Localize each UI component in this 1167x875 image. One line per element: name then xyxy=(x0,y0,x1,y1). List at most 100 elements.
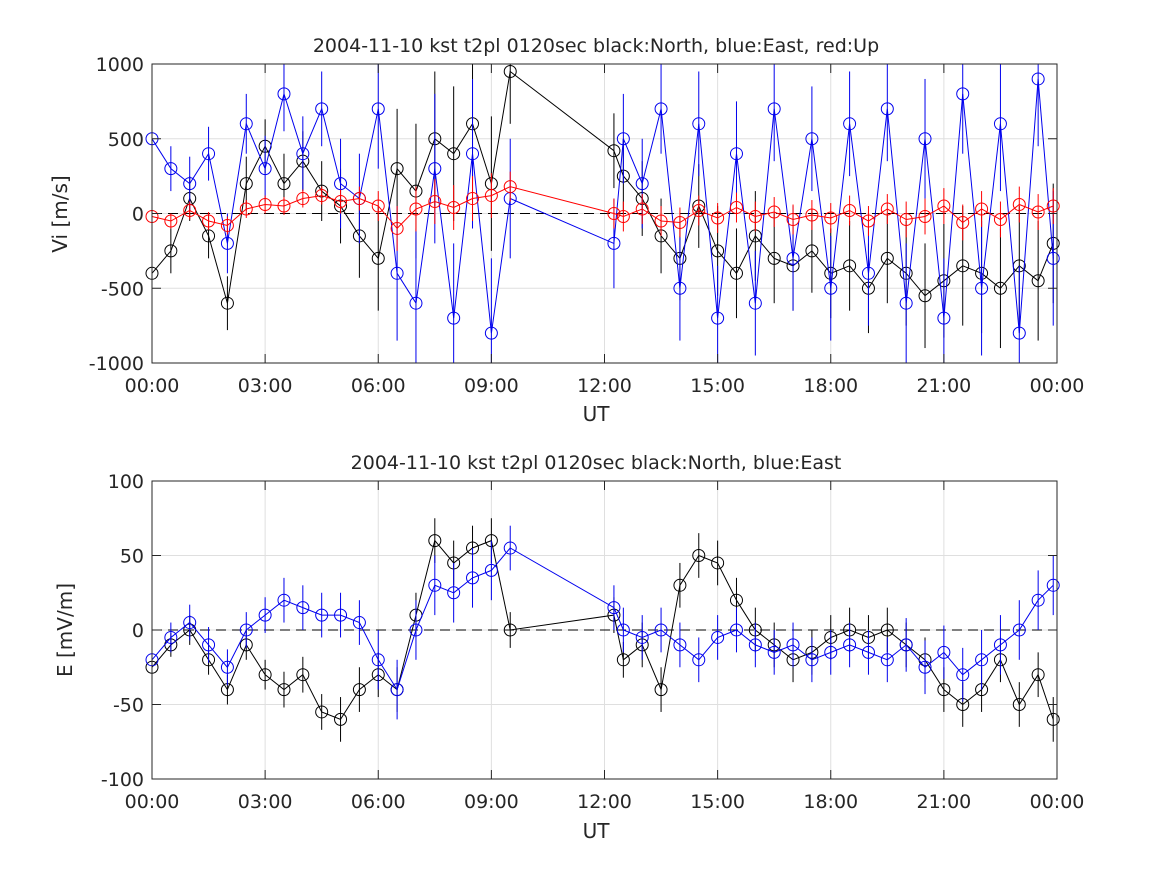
velocity-series-0-point xyxy=(767,251,781,265)
velocity-series-1-point xyxy=(673,281,687,295)
velocity-series-2-point xyxy=(352,192,366,206)
velocity-series-1-point xyxy=(258,162,272,176)
electric-field-series-1-point xyxy=(975,653,989,667)
velocity-series-2-line xyxy=(151,186,1054,230)
velocity-x-tick-label: 06:00 xyxy=(351,375,406,397)
velocity-series-1-point xyxy=(654,102,668,116)
electric-field-series-0-point xyxy=(673,578,687,592)
velocity-series-2-point xyxy=(711,211,725,225)
electric-field-series-0-point xyxy=(315,705,329,719)
velocity-series-1-point xyxy=(635,177,649,191)
velocity-series-1-point xyxy=(711,311,725,325)
velocity-series-1-point xyxy=(390,266,404,280)
velocity-series-1-point xyxy=(880,102,894,116)
velocity-series-2-point xyxy=(654,214,668,228)
velocity-series-2-point xyxy=(409,202,423,216)
velocity-series-2-point xyxy=(484,189,498,203)
electric-field-data xyxy=(145,518,1060,742)
electric-field-series-1-point xyxy=(843,638,857,652)
velocity-series-1-point xyxy=(484,326,498,340)
velocity-series-1-point xyxy=(975,281,989,295)
velocity-series-2-point xyxy=(371,199,385,213)
velocity-y-axis-label: Vi [m/s] xyxy=(48,175,72,252)
velocity-series-0-point xyxy=(711,244,725,258)
velocity-series-1-point xyxy=(202,147,216,161)
electric-field-series-1-point xyxy=(503,541,517,555)
velocity-series-2-point xyxy=(843,204,857,218)
velocity-series-2-point xyxy=(503,180,517,194)
electric-field-series-0-point xyxy=(692,549,706,562)
electric-field-series-0-point xyxy=(616,653,630,667)
velocity-series-0-line xyxy=(151,70,1054,304)
velocity-series-2-point xyxy=(956,215,970,229)
velocity-series-0-point xyxy=(447,147,461,161)
electric-field-series-1-point xyxy=(918,660,932,674)
velocity-series-1 xyxy=(145,64,1060,363)
velocity-series-1-point xyxy=(277,87,291,101)
electric-field-series-1-line xyxy=(151,547,1054,691)
velocity-series-1-point xyxy=(861,266,875,280)
velocity-series-2-point xyxy=(937,199,951,213)
velocity-series-2-point xyxy=(183,204,197,218)
electric-field-series-1-point xyxy=(692,653,706,667)
velocity-series-2-point xyxy=(164,214,178,228)
velocity-series-2-point xyxy=(202,214,216,228)
electric-field-series-0-point xyxy=(937,683,951,697)
velocity-series-0-point xyxy=(880,251,894,265)
electric-field-series-1-point xyxy=(220,660,234,674)
velocity-series-2-point xyxy=(692,204,706,218)
electric-field-series-0-point xyxy=(1012,698,1026,711)
velocity-series-2-point xyxy=(296,192,310,206)
velocity-series-1-point xyxy=(607,236,621,250)
electric-field-series-1-point xyxy=(937,645,951,659)
velocity-series-2-point xyxy=(315,189,329,203)
velocity-series-2-point xyxy=(975,202,989,216)
velocity-series-1-point xyxy=(786,251,800,265)
velocity-series-1-point xyxy=(824,281,838,295)
velocity-series-2-point xyxy=(1031,205,1045,219)
velocity-series-1-line xyxy=(151,78,1054,334)
electric-field-y-tick-label: 100 xyxy=(108,471,144,493)
electric-field-series-1-point xyxy=(1046,578,1060,592)
velocity-series-2-point xyxy=(748,209,762,223)
velocity-series-1-point xyxy=(1046,251,1060,265)
velocity-series-1-point xyxy=(239,117,253,131)
electric-field-series-0-point xyxy=(428,534,442,548)
velocity-series-0-point xyxy=(390,162,404,176)
electric-field-series-1-point xyxy=(334,608,348,622)
velocity-x-tick-label: 00:00 xyxy=(1030,375,1085,397)
velocity-x-tick-label: 15:00 xyxy=(690,375,745,397)
velocity-series-2-point xyxy=(805,208,819,222)
velocity-x-tick-label: 12:00 xyxy=(577,375,632,397)
electric-field-series-0-point xyxy=(654,683,668,697)
electric-field-y-tick-label: -50 xyxy=(113,695,144,717)
electric-field-series-1-point xyxy=(1031,593,1045,607)
velocity-series-2-point xyxy=(447,201,461,215)
electric-field-series-0-point xyxy=(729,593,743,607)
electric-field-series-1-point xyxy=(352,616,366,630)
velocity-series-0-point xyxy=(993,281,1007,295)
velocity-series-1-point xyxy=(409,296,423,310)
velocity-series-1-point xyxy=(428,162,442,176)
velocity-series-0-point xyxy=(164,244,178,258)
electric-field-series-1-point xyxy=(861,645,875,659)
velocity-series-1-point xyxy=(918,132,932,146)
velocity-series-1-point xyxy=(805,132,819,146)
electric-field-x-tick-label: 09:00 xyxy=(464,791,519,813)
electric-field-series-1-point xyxy=(616,623,630,637)
velocity-series-2-point xyxy=(334,195,348,209)
velocity-series-0-point xyxy=(729,266,743,280)
electric-field-series-1-point xyxy=(202,638,216,652)
electric-field-series-1-point xyxy=(277,593,291,607)
electric-field-x-axis-label: UT xyxy=(583,819,611,843)
velocity-series-2-point xyxy=(220,218,234,232)
velocity-x-axis-label: UT xyxy=(583,402,611,426)
velocity-series-1-point xyxy=(371,102,385,116)
velocity-y-tick-label: 500 xyxy=(108,129,144,151)
electric-field-chart-title: 2004-11-10 kst t2pl 0120sec black:North,… xyxy=(351,452,842,474)
electric-field-series-1-point xyxy=(711,630,725,644)
velocity-series-1-point xyxy=(296,147,310,161)
velocity-series-2 xyxy=(145,171,1060,251)
electric-field-series-0-point xyxy=(352,683,366,697)
velocity-y-tick-label: 1000 xyxy=(96,54,144,76)
